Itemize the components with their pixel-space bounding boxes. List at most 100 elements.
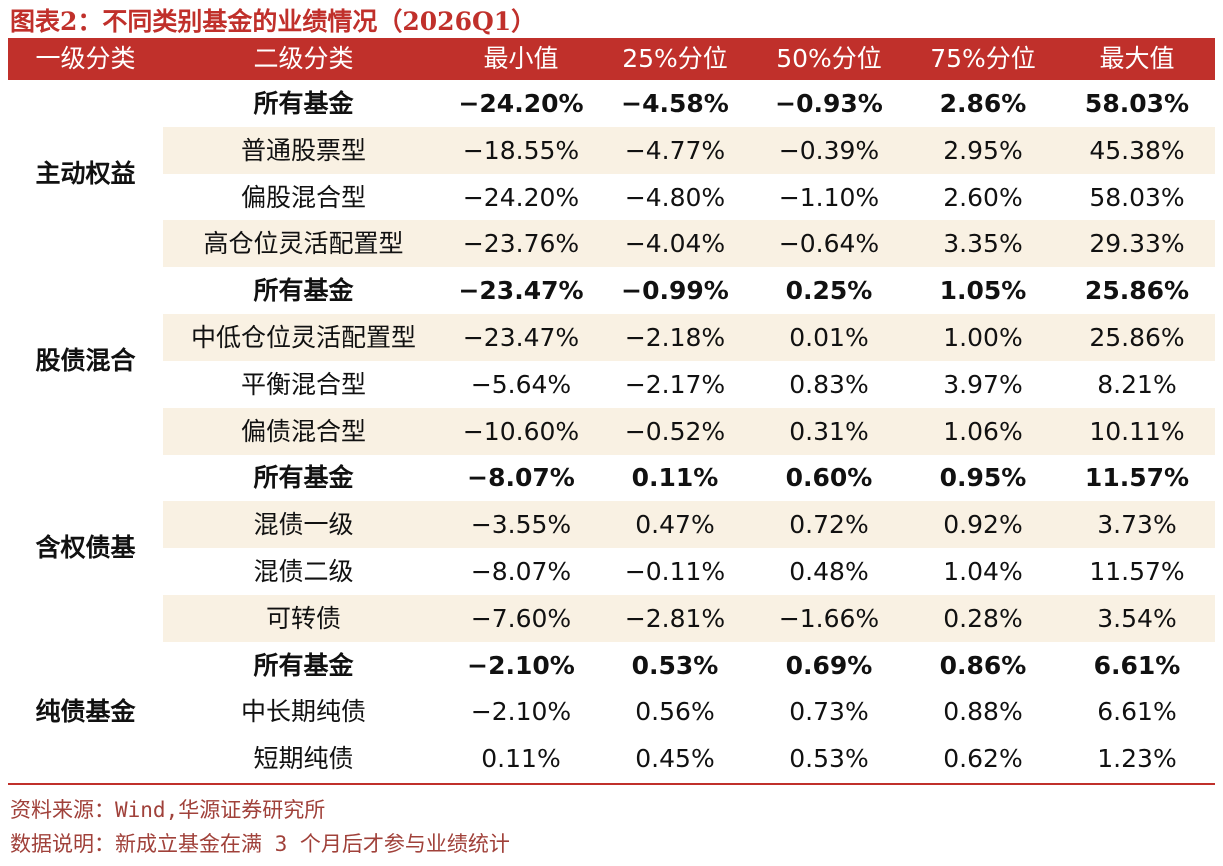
value-cell: 1.23% <box>1097 744 1177 774</box>
subcategory: 短期纯债 <box>253 744 354 774</box>
category: 纯债基金 <box>35 696 136 726</box>
value-cell: 11.57% <box>1084 463 1190 493</box>
value-cell: 0.53% <box>631 650 719 680</box>
value-cell: 0.62% <box>943 744 1023 774</box>
value-cell: 0.48% <box>789 557 869 586</box>
value-cell: 25.86% <box>1089 323 1185 352</box>
value-cell: 58.03% <box>1084 89 1190 118</box>
subcategory: 偏股混合型 <box>240 182 366 212</box>
value-cell: −10.60% <box>462 416 580 446</box>
row-shade <box>163 126 1215 174</box>
value-cell: −18.55% <box>462 135 580 165</box>
bottom-rule <box>8 783 1215 785</box>
value-cell: 0.31% <box>789 416 869 446</box>
value-cell: −4.58% <box>621 89 729 118</box>
value-cell: 2.60% <box>943 182 1023 212</box>
value-cell: −3.55% <box>470 510 572 540</box>
value-cell: −4.04% <box>624 229 726 259</box>
footnote: 资料来源：Wind,华源证券研究所 <box>10 798 326 822</box>
value-cell: 0.69% <box>785 650 873 680</box>
value-cell: 6.61% <box>1097 697 1177 727</box>
category: 含权债基 <box>35 533 136 562</box>
column-header: 25%分位 <box>622 44 728 73</box>
value-cell: 25.86% <box>1084 276 1190 306</box>
subcategory: 所有基金 <box>253 650 354 680</box>
subcategory: 高仓位灵活配置型 <box>203 229 404 259</box>
value-cell: −23.47% <box>458 276 584 306</box>
value-cell: 1.00% <box>943 323 1023 352</box>
column-header: 75%分位 <box>930 44 1036 73</box>
value-cell: 0.01% <box>789 323 869 352</box>
value-cell: −0.99% <box>621 276 729 306</box>
value-cell: 0.88% <box>943 697 1023 727</box>
subcategory: 混债二级 <box>253 557 354 586</box>
value-cell: 3.35% <box>943 229 1023 259</box>
value-cell: 58.03% <box>1089 182 1185 212</box>
subcategory: 中长期纯债 <box>240 697 366 727</box>
column-header: 一级分类 <box>35 44 136 73</box>
category: 主动权益 <box>35 158 136 188</box>
value-cell: 29.33% <box>1089 229 1185 259</box>
subcategory: 混债一级 <box>253 510 354 540</box>
value-cell: 0.28% <box>943 603 1023 633</box>
subcategory: 所有基金 <box>253 276 354 306</box>
subcategory: 所有基金 <box>253 463 354 493</box>
value-cell: 0.25% <box>785 276 873 306</box>
value-cell: 10.11% <box>1089 416 1185 446</box>
value-cell: −24.20% <box>462 182 580 212</box>
value-cell: −24.20% <box>458 89 584 118</box>
value-cell: −8.07% <box>470 557 572 586</box>
value-cell: −2.18% <box>624 323 726 352</box>
footnote: 数据说明：新成立基金在满 3 个月后才参与业绩统计 <box>10 832 510 856</box>
value-cell: 0.53% <box>789 744 869 774</box>
header-bar <box>8 38 1215 80</box>
value-cell: 0.11% <box>481 744 561 774</box>
value-cell: −2.10% <box>470 697 572 727</box>
value-cell: 0.56% <box>635 697 715 727</box>
value-cell: −23.76% <box>462 229 580 259</box>
value-cell: 0.86% <box>939 650 1027 680</box>
value-cell: −5.64% <box>470 369 572 399</box>
value-cell: 8.21% <box>1097 369 1177 399</box>
value-cell: −1.66% <box>778 603 880 633</box>
value-cell: 2.95% <box>943 135 1023 165</box>
row-shade <box>163 314 1215 361</box>
row-shade <box>163 407 1215 455</box>
value-cell: −0.11% <box>624 557 726 586</box>
subcategory: 普通股票型 <box>240 135 366 165</box>
column-header: 最大值 <box>1099 44 1175 73</box>
subcategory: 中低仓位灵活配置型 <box>190 323 416 352</box>
value-cell: −4.80% <box>624 182 726 212</box>
subcategory: 可转债 <box>265 603 341 633</box>
subcategory: 所有基金 <box>253 89 354 118</box>
value-cell: 0.45% <box>635 744 715 774</box>
row-shade <box>163 220 1215 268</box>
value-cell: −23.47% <box>462 323 580 352</box>
value-cell: 0.95% <box>939 463 1027 493</box>
column-header: 50%分位 <box>776 44 882 73</box>
row-shade <box>163 501 1215 549</box>
value-cell: 1.05% <box>939 276 1027 306</box>
value-cell: −0.52% <box>624 416 726 446</box>
value-cell: 3.73% <box>1097 510 1177 540</box>
row-shade <box>163 594 1215 642</box>
value-cell: −0.64% <box>778 229 880 259</box>
value-cell: 0.60% <box>785 463 873 493</box>
value-cell: 1.06% <box>943 416 1023 446</box>
value-cell: −0.93% <box>775 89 883 118</box>
value-cell: 1.04% <box>943 557 1023 586</box>
column-header: 最小值 <box>483 44 559 73</box>
subcategory: 平衡混合型 <box>240 369 366 399</box>
value-cell: 3.97% <box>943 369 1023 399</box>
value-cell: 45.38% <box>1089 135 1185 165</box>
value-cell: 0.47% <box>635 510 715 540</box>
value-cell: −2.81% <box>624 603 726 633</box>
value-cell: 0.83% <box>789 369 869 399</box>
value-cell: 3.54% <box>1097 603 1177 633</box>
value-cell: −7.60% <box>470 603 572 633</box>
value-cell: 0.72% <box>789 510 869 540</box>
title: 图表2：不同类别基金的业绩情况（2026Q1） <box>10 7 537 36</box>
subcategory: 偏债混合型 <box>240 416 366 446</box>
value-cell: −8.07% <box>467 463 575 493</box>
